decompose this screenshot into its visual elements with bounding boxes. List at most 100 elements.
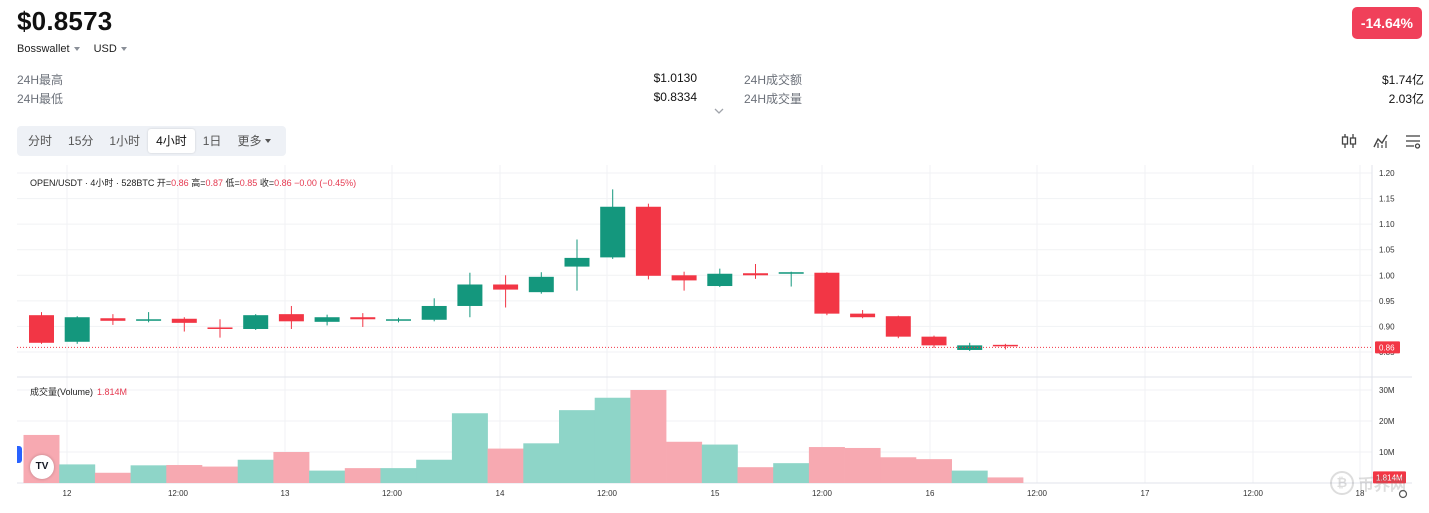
volume-tick-label: 30M [1379, 386, 1395, 395]
time-tick-label: 16 [926, 489, 935, 498]
candle-body [493, 284, 519, 290]
volume-bar [94, 472, 131, 483]
candle-body [243, 315, 269, 329]
current-volume-label: 1.814M [1376, 473, 1403, 482]
candle-body [957, 345, 983, 350]
time-tick-label: 13 [281, 489, 290, 498]
bitcoin-icon: ₿ [1329, 471, 1354, 495]
volume-bar [309, 470, 346, 483]
time-tick-label: 12:00 [1027, 489, 1048, 498]
volume-tick-label: 10M [1379, 448, 1395, 457]
candle-body [992, 344, 1018, 347]
volume-bar [808, 447, 845, 483]
candle-body [421, 305, 447, 320]
volume-bar [666, 441, 703, 483]
tradingview-logo-icon[interactable]: TV [30, 455, 54, 479]
timeframe-bar: 分时 15分 1小时 4小时 1日 更多 [17, 126, 286, 156]
legend-low-label: 低= [225, 178, 240, 188]
indicator-chart-icon[interactable] [1372, 132, 1390, 150]
volume-bar [202, 466, 238, 483]
currency-label: USD [93, 43, 117, 55]
price-tick-label: 1.10 [1379, 220, 1395, 229]
volume-bar [523, 443, 560, 483]
candle-body [921, 336, 947, 346]
settings-sliders-icon[interactable] [1404, 132, 1422, 150]
candle-body [386, 319, 411, 321]
stat-volume-label: 24H成交量 [744, 92, 803, 106]
price-tick-label: 1.00 [1379, 271, 1395, 280]
watermark-text: 币界网 [1357, 477, 1406, 494]
candle-body [778, 272, 804, 274]
current-volume-box [1373, 471, 1406, 484]
volume-bar [559, 410, 595, 483]
volume-bar [630, 390, 667, 483]
watermark: ₿ 币界网 [1329, 471, 1406, 495]
candle-body [528, 276, 554, 293]
candle-body [350, 317, 376, 320]
volume-bar [273, 452, 310, 483]
volume-legend-value: 1.814M [97, 387, 128, 397]
time-tick-label: 12:00 [382, 489, 403, 498]
volume-bar [737, 467, 774, 483]
volume-bar [916, 459, 952, 483]
price-chart[interactable]: 1.20 1.15 1.10 1.05 1.00 0.95 0.90 0.85 30M 20M 10… [17, 165, 1412, 513]
volume-bar [416, 459, 453, 483]
candle-body [64, 317, 90, 342]
candle-body [850, 313, 876, 318]
volume-bar [451, 413, 488, 483]
expand-chevron-icon[interactable] [714, 106, 724, 116]
volume-bar [380, 468, 417, 483]
axis-settings-icon [1398, 489, 1408, 499]
timeframe-tab-1d[interactable]: 1日 [202, 134, 222, 148]
candlestick-chart-icon[interactable] [1340, 132, 1358, 150]
candle-body [29, 315, 54, 343]
volume-bar [844, 447, 881, 483]
timeframe-more-dropdown[interactable]: 更多 [229, 129, 279, 153]
volume-bar [987, 477, 1024, 483]
volume-bar [594, 397, 631, 483]
exchange-select[interactable]: Bosswallet [17, 43, 80, 55]
legend-title: OPEN/USDT · 4小时 · 528BTC [30, 178, 155, 188]
timeframe-tab-4h[interactable]: 4小时 [148, 129, 195, 153]
candle-body [885, 316, 911, 337]
timeframe-tab-15m[interactable]: 15分 [68, 134, 94, 148]
chart-canvas[interactable]: 1.20 1.15 1.10 1.05 1.00 0.95 0.90 0.85 30M 20M 10… [17, 165, 1412, 513]
price-tick-label: 1.20 [1379, 169, 1395, 178]
candle-body [707, 273, 733, 287]
candle-body [171, 318, 197, 323]
time-tick-label: 15 [711, 489, 720, 498]
side-panel-toggle[interactable] [17, 446, 22, 463]
current-price-label: 0.86 [1379, 343, 1395, 352]
volume-bar [880, 457, 917, 483]
currency-select[interactable]: USD [94, 43, 127, 55]
caret-down-icon [120, 47, 127, 51]
candle-body [100, 318, 126, 321]
legend-close: 0.86 [274, 178, 292, 188]
timeframe-tab-line[interactable]: 分时 [28, 134, 53, 148]
candle-body [278, 314, 304, 322]
legend-open: 0.86 [171, 178, 189, 188]
time-tick-label: 12:00 [168, 489, 189, 498]
candle-body [136, 319, 162, 321]
time-tick-label: 18 [1356, 489, 1365, 498]
candle-body [564, 257, 590, 267]
time-tick-label: 12:00 [597, 489, 618, 498]
volume-tick-label: 20M [1379, 417, 1395, 426]
price-tick-label: 0.90 [1379, 322, 1395, 331]
volume-bar [773, 463, 810, 483]
caret-down-icon [73, 47, 80, 51]
price-tick-label: 1.15 [1379, 195, 1395, 204]
timeframe-tab-1h[interactable]: 1小时 [109, 134, 141, 148]
stat-turnover-value: $1.74亿 [1381, 73, 1424, 87]
volume-legend-label: 成交量(Volume) [30, 387, 94, 397]
legend-change: −0.00 (−0.45%) [294, 178, 357, 188]
stat-high-label: 24H最高 [17, 73, 64, 87]
stat-low-value: $0.8334 [653, 90, 697, 104]
candle-body [671, 275, 697, 281]
stat-volume-value: 2.03亿 [1388, 92, 1424, 106]
volume-legend: 成交量(Volume) 1.814M [30, 385, 127, 398]
timeframe-more-label: 更多 [237, 134, 262, 148]
price-tick-label: 1.05 [1379, 246, 1395, 255]
candle-body [743, 273, 768, 276]
candle-body [814, 272, 840, 314]
